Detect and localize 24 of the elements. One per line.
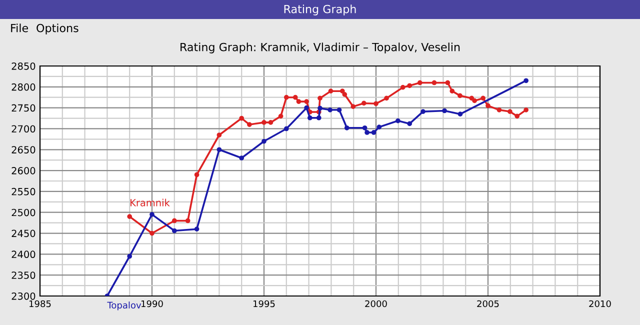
y-tick-label: 2850	[12, 62, 36, 70]
y-tick-label: 2550	[12, 188, 36, 196]
series-label: Kramnik	[130, 198, 170, 206]
x-tick-label: 2005	[477, 300, 499, 308]
x-tick-label: 2000	[365, 300, 387, 308]
y-tick-label: 2500	[12, 208, 36, 216]
text: Rating Graph	[284, 4, 356, 16]
y-tick-label: 2300	[12, 292, 36, 300]
y-tick-label: 2750	[12, 104, 36, 112]
x-tick-label: 1990	[142, 300, 163, 308]
text: Options	[36, 24, 78, 34]
y-tick-label: 2700	[12, 125, 36, 133]
chart-title: Rating Graph: Kramnik, Vladimir – Topalov, Veselin	[180, 42, 460, 54]
y-tick-label: 2350	[12, 272, 36, 279]
text: File	[11, 24, 28, 32]
series-label: Topalov	[107, 302, 142, 310]
y-tick-label: 2600	[12, 167, 36, 174]
y-tick-label: 2800	[12, 83, 36, 91]
x-tick-label: 2010	[589, 300, 611, 308]
x-tick-label: 1985	[30, 300, 51, 308]
y-tick-label: 2650	[12, 146, 36, 154]
y-tick-label: 2400	[12, 250, 36, 258]
x-tick-label: 1995	[254, 300, 275, 308]
y-tick-label: 2450	[12, 230, 36, 238]
